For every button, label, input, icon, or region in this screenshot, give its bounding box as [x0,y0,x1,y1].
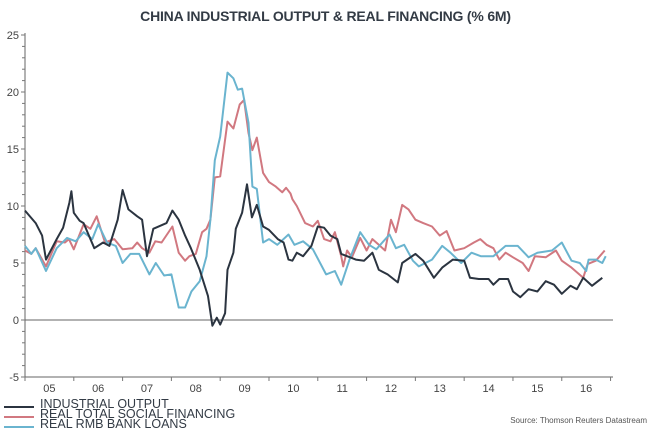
y-tick-label: 25 [7,30,19,42]
series-line-real-total-social-financing [24,99,606,279]
x-tick-label: 15 [531,383,543,395]
legend-label: INDUSTRIAL OUTPUT [40,397,169,411]
y-tick-label: 10 [7,201,19,213]
legend-swatch [4,416,34,418]
legend-label: REAL RMB BANK LOANS [40,417,187,431]
chart-title: CHINA INDUSTRIAL OUTPUT & REAL FINANCING… [140,8,511,24]
series-line-industrial-output [24,183,603,327]
x-tick-label: 16 [580,383,592,395]
x-tick-label: 08 [190,383,202,395]
x-tick-label: 10 [287,383,299,395]
x-tick-label: 09 [238,383,250,395]
y-tick-label: 15 [7,144,19,156]
x-tick-label: 06 [92,383,104,395]
series-lines [24,71,607,327]
source-note: Source: Thomson Reuters Datastream [510,416,647,425]
legend-swatch [4,426,34,428]
y-tick-label: 20 [7,87,19,99]
x-tick-label: 12 [385,383,397,395]
legend-label: REAL TOTAL SOCIAL FINANCING [40,407,236,421]
y-tick-label: 5 [13,258,19,270]
legend-swatch [4,406,34,408]
y-tick-label: 0 [13,315,19,327]
x-tick-label: 11 [336,383,347,395]
y-tick-label: -5 [9,372,19,384]
series-line-real-rmb-bank-loans [24,71,607,309]
x-tick-label: 13 [434,383,446,395]
x-tick-label: 14 [482,383,494,395]
x-tick-label: 07 [141,383,153,395]
x-tick-label: 05 [43,383,55,395]
